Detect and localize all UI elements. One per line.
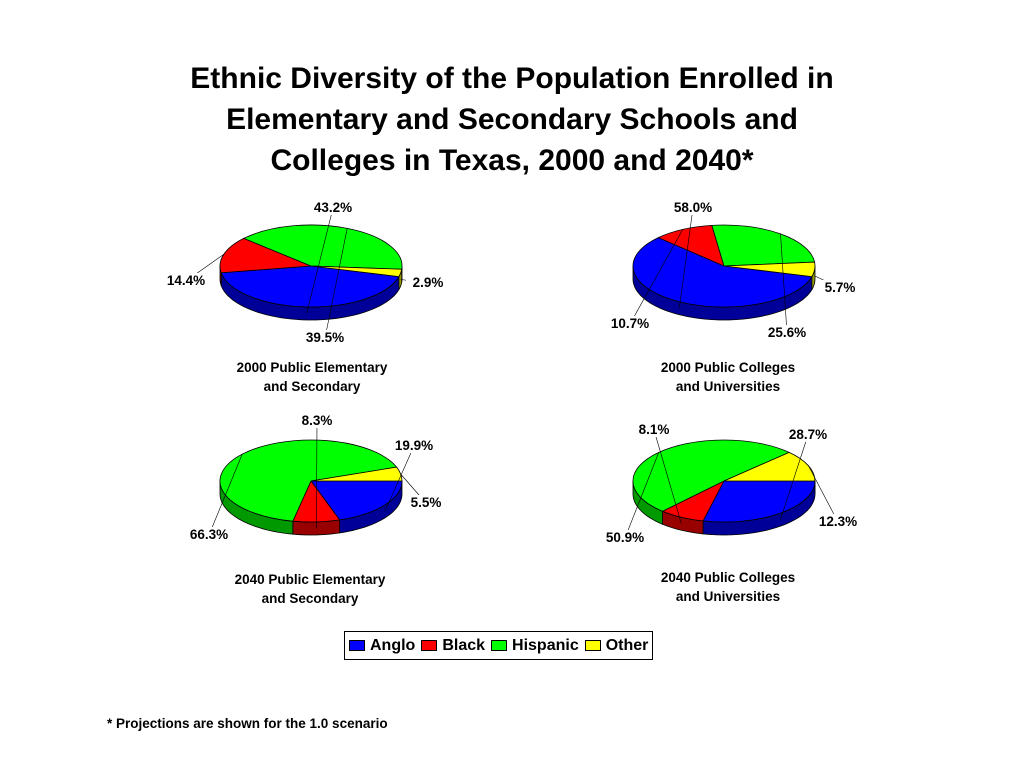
data-label-anglo: 43.2% bbox=[314, 200, 352, 215]
legend-item-anglo: Anglo bbox=[349, 637, 415, 655]
caption-line: and Universities bbox=[675, 589, 781, 604]
legend-label-hispanic: Hispanic bbox=[512, 636, 579, 654]
data-label-black: 10.7% bbox=[611, 316, 649, 331]
legend-item-black: Black bbox=[421, 637, 485, 655]
caption-2000-elementary: 2000 Public Elementary and Secondary bbox=[172, 358, 452, 396]
data-label-anglo: 28.7% bbox=[789, 427, 827, 442]
caption-line: 2000 Public Colleges bbox=[660, 360, 796, 375]
pie-slice-black bbox=[219, 237, 312, 274]
caption-line: and Secondary bbox=[263, 379, 361, 394]
data-label-bg bbox=[818, 280, 862, 295]
data-label-hispanic: 39.5% bbox=[306, 330, 344, 345]
caption-line: 2040 Public Elementary bbox=[234, 572, 386, 587]
leader-line bbox=[808, 465, 839, 523]
data-label-bg bbox=[187, 527, 231, 542]
data-label-bg bbox=[406, 275, 450, 290]
caption-2040-colleges: 2040 Public Colleges and Universities bbox=[588, 568, 868, 606]
data-label-bg bbox=[603, 530, 647, 545]
data-label-bg bbox=[786, 427, 830, 442]
pie-slice-hispanic bbox=[219, 439, 398, 522]
pie-sides bbox=[632, 480, 816, 536]
pie-chart-1: 43.2% 14.4% 39.5% 2.9% bbox=[164, 200, 450, 345]
leader-line bbox=[624, 452, 659, 539]
data-label-hispanic: 25.6% bbox=[768, 325, 806, 340]
data-label-black: 14.4% bbox=[167, 273, 205, 288]
caption-line: 2040 Public Colleges bbox=[660, 570, 796, 585]
pie-slice-anglo bbox=[220, 265, 400, 308]
data-label-bg bbox=[303, 330, 347, 345]
pie-slice-anglo bbox=[310, 480, 403, 521]
footnote: * Projections are shown for the 1.0 scen… bbox=[107, 716, 388, 731]
legend-item-hispanic: Hispanic bbox=[491, 637, 579, 655]
leader-line bbox=[208, 454, 243, 536]
pie-slice-other bbox=[310, 265, 403, 278]
pie-chart-4: 28.7% 8.1% 50.9% 12.3% bbox=[603, 422, 860, 545]
chart-title-line-3: Colleges in Texas, 2000 and 2040* bbox=[270, 144, 754, 177]
chart-title-line-2: Elementary and Secondary Schools and bbox=[226, 103, 798, 136]
data-label-hispanic: 66.3% bbox=[190, 527, 228, 542]
legend-label-anglo: Anglo bbox=[370, 636, 416, 654]
leader-line bbox=[324, 228, 348, 339]
data-label-other: 5.7% bbox=[825, 280, 856, 295]
pie-chart-3: 19.9% 8.3% 66.3% 5.5% bbox=[187, 413, 448, 542]
pie-slice-other bbox=[310, 466, 403, 482]
legend-label-black: Black bbox=[442, 636, 486, 654]
data-label-black: 8.3% bbox=[302, 413, 333, 428]
legend-swatch-black bbox=[421, 640, 438, 651]
data-label-hispanic: 50.9% bbox=[606, 530, 644, 545]
pie-slice-hispanic bbox=[711, 224, 816, 267]
data-label-bg bbox=[164, 273, 208, 288]
data-label-other: 12.3% bbox=[819, 514, 857, 529]
chart-legend: Anglo Black Hispanic Other bbox=[344, 631, 654, 660]
data-label-bg bbox=[608, 316, 652, 331]
leader-line bbox=[306, 207, 334, 314]
data-label-bg bbox=[765, 325, 809, 340]
data-label-bg bbox=[404, 495, 448, 510]
legend-swatch-other bbox=[584, 640, 601, 651]
data-label-bg bbox=[311, 200, 355, 215]
leader-line bbox=[629, 229, 684, 325]
caption-line: 2000 Public Elementary bbox=[236, 360, 388, 375]
data-label-black: 8.1% bbox=[639, 422, 670, 437]
pie-slice-anglo bbox=[702, 480, 816, 523]
data-label-anglo: 19.9% bbox=[395, 438, 433, 453]
pie-slice-other bbox=[723, 261, 816, 278]
caption-line: and Universities bbox=[675, 379, 781, 394]
pie-slice-hispanic bbox=[632, 439, 791, 512]
data-label-anglo: 58.0% bbox=[674, 200, 712, 215]
leader-line bbox=[780, 233, 788, 334]
leader-line bbox=[316, 420, 318, 529]
caption-2000-colleges: 2000 Public Colleges and Universities bbox=[588, 358, 868, 396]
chart-title-line-1: Ethnic Diversity of the Population Enrol… bbox=[190, 62, 834, 95]
chart-title: Ethnic Diversity of the Population Enrol… bbox=[112, 58, 912, 181]
leader-line bbox=[679, 207, 694, 309]
data-label-other: 2.9% bbox=[413, 275, 444, 290]
data-label-bg bbox=[392, 438, 436, 453]
leader-line bbox=[384, 445, 415, 512]
caption-line: and Secondary bbox=[261, 591, 359, 606]
caption-2040-elementary: 2040 Public Elementary and Secondary bbox=[170, 570, 450, 608]
pie-slice-anglo bbox=[632, 237, 813, 308]
legend-swatch-hispanic bbox=[491, 640, 508, 651]
legend-swatch-anglo bbox=[349, 640, 365, 651]
pie-chart-2: 58.0% 10.7% 25.6% 5.7% bbox=[608, 200, 862, 340]
leader-line bbox=[780, 434, 809, 520]
data-label-bg bbox=[632, 422, 676, 437]
leader-line bbox=[653, 429, 682, 524]
data-label-bg bbox=[671, 200, 715, 215]
legend-label-other: Other bbox=[605, 636, 649, 654]
legend-item-other: Other bbox=[584, 636, 649, 655]
data-label-bg bbox=[816, 514, 860, 529]
data-label-other: 5.5% bbox=[411, 495, 442, 510]
data-label-bg bbox=[295, 413, 339, 428]
